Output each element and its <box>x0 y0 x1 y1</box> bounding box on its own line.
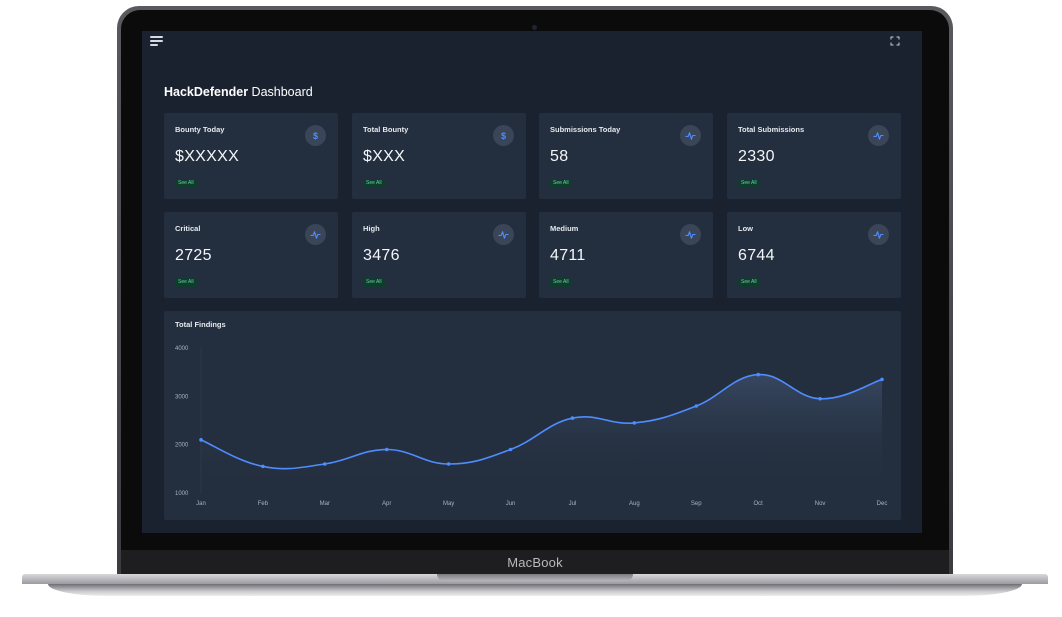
top-bar <box>142 31 922 55</box>
stat-card: Submissions Today 58 See All <box>539 113 713 199</box>
stat-value: 2725 <box>175 247 212 264</box>
activity-icon <box>493 224 514 245</box>
series-area <box>201 374 882 493</box>
data-point[interactable] <box>818 396 822 401</box>
x-tick-label: Jan <box>196 501 206 507</box>
camera-icon <box>532 25 537 30</box>
stat-card: Bounty Today $XXXXX See All $ <box>164 113 338 199</box>
data-point[interactable] <box>384 447 389 452</box>
x-tick-label: Oct <box>754 501 764 507</box>
stat-value: $XXXXX <box>175 148 240 165</box>
activity-icon <box>680 224 701 245</box>
data-point[interactable] <box>694 404 699 408</box>
y-tick-label: 1000 <box>175 491 189 497</box>
x-tick-label: Feb <box>258 501 269 507</box>
dollar-icon: $ <box>493 125 514 146</box>
see-all-link[interactable]: See All <box>363 179 385 188</box>
x-tick-label: Jun <box>506 501 516 507</box>
fullscreen-icon[interactable] <box>890 36 900 46</box>
stat-label: Low <box>738 224 753 233</box>
data-point[interactable] <box>199 438 203 442</box>
stat-value: $XXX <box>363 148 406 165</box>
page-title-brand: HackDefender <box>164 85 249 99</box>
stat-label: High <box>363 224 380 233</box>
laptop-chin <box>121 550 949 574</box>
data-point[interactable] <box>323 462 327 466</box>
see-all-link[interactable]: See All <box>175 179 197 188</box>
data-point[interactable] <box>508 447 513 452</box>
x-tick-label: Nov <box>815 501 826 507</box>
stat-card: Total Bounty $XXX See All $ <box>352 113 526 199</box>
stat-card: Medium 4711 See All <box>539 212 713 298</box>
page-title: HackDefender Dashboard <box>164 85 313 99</box>
stat-label: Critical <box>175 224 201 233</box>
total-findings-panel: Total Findings 1000 2000 3000 4000 Jan Feb Mar… <box>164 311 901 520</box>
stat-label: Bounty Today <box>175 125 225 134</box>
x-tick-label: Aug <box>629 501 640 507</box>
page-title-rest: Dashboard <box>248 85 313 99</box>
stat-value: 4711 <box>550 247 586 264</box>
stat-label: Medium <box>550 224 579 233</box>
y-tick-label: 2000 <box>175 443 189 449</box>
see-all-link[interactable]: See All <box>550 179 572 188</box>
data-point[interactable] <box>880 377 884 382</box>
see-all-link[interactable]: See All <box>738 278 760 287</box>
data-point[interactable] <box>632 421 637 425</box>
stat-card: Critical 2725 See All <box>164 212 338 298</box>
x-tick-label: Apr <box>382 501 391 507</box>
stat-label: Total Submissions <box>738 125 805 134</box>
see-all-link[interactable]: See All <box>175 278 197 287</box>
stat-card: Total Submissions 2330 See All <box>727 113 901 199</box>
stat-value: 6744 <box>738 247 775 264</box>
activity-icon <box>680 125 701 146</box>
dashboard-screen: HackDefender Dashboard Bounty Today $XXXX… <box>142 31 922 533</box>
see-all-link[interactable]: See All <box>738 179 760 188</box>
data-point[interactable] <box>446 462 451 466</box>
dollar-icon: $ <box>305 125 326 146</box>
hamburger-menu-icon[interactable] <box>150 36 163 46</box>
stat-label: Total Bounty <box>363 125 409 134</box>
stat-value: 58 <box>550 148 569 165</box>
y-tick-label: 4000 <box>175 346 189 352</box>
x-tick-label: Mar <box>320 501 330 507</box>
data-point[interactable] <box>261 464 265 469</box>
device-brand: MacBook <box>507 555 563 570</box>
see-all-link[interactable]: See All <box>550 278 572 287</box>
laptop-notch <box>437 574 633 581</box>
findings-chart: 1000 2000 3000 4000 Jan Feb Mar Apr May Jun Jul Aug… <box>175 346 888 507</box>
see-all-link[interactable]: See All <box>363 278 385 287</box>
x-tick-label: Jul <box>569 501 577 507</box>
chart-title: Total Findings <box>175 320 226 329</box>
x-tick-label: Sep <box>691 501 702 507</box>
data-point[interactable] <box>570 416 575 420</box>
stat-value: 2330 <box>738 148 775 165</box>
data-point[interactable] <box>756 372 760 377</box>
stat-label: Submissions Today <box>550 125 621 134</box>
stat-card: High 3476 See All <box>352 212 526 298</box>
activity-icon <box>305 224 326 245</box>
x-tick-label: May <box>443 501 454 507</box>
stat-card: Low 6744 See All <box>727 212 901 298</box>
stat-value: 3476 <box>363 247 400 264</box>
laptop-base-lip <box>48 584 1022 596</box>
activity-icon <box>868 224 889 245</box>
y-tick-label: 3000 <box>175 394 189 400</box>
x-tick-label: Dec <box>877 501 888 507</box>
activity-icon <box>868 125 889 146</box>
